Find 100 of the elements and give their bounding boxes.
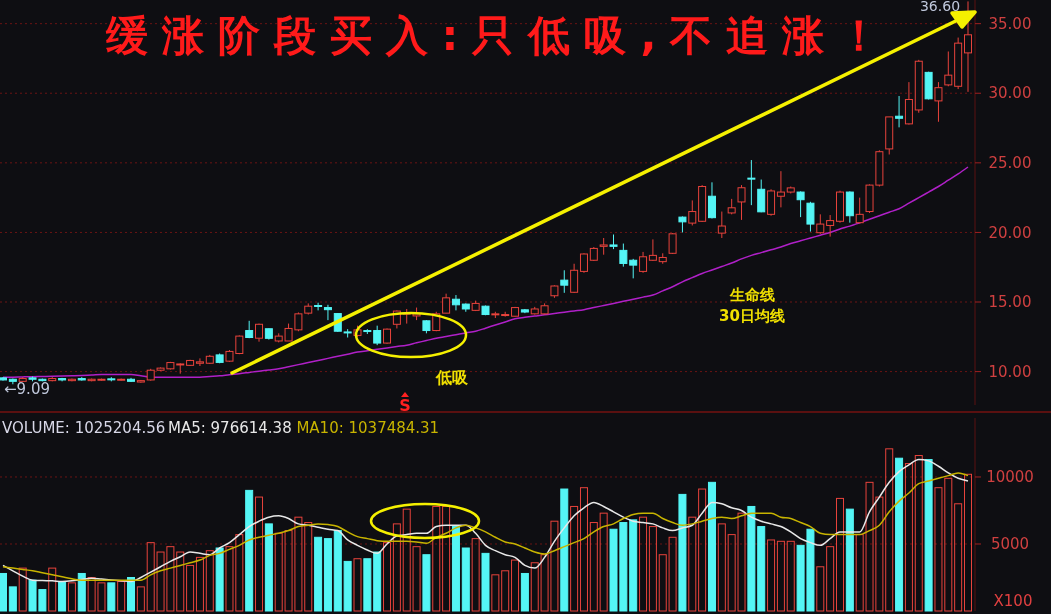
bar — [560, 488, 569, 612]
bar — [717, 523, 726, 612]
bar — [363, 558, 372, 612]
bar — [678, 493, 687, 612]
bar — [67, 582, 76, 612]
bar — [8, 586, 17, 612]
annotation: 生命线 — [728, 286, 775, 304]
candlestick — [796, 190, 805, 218]
bar — [255, 496, 264, 612]
chart-title: 缓涨阶段买入:只低吸,不追涨！ — [104, 11, 895, 60]
candlestick — [747, 159, 756, 206]
candlestick — [964, 0, 972, 93]
candlestick — [314, 302, 323, 311]
bar — [77, 572, 86, 612]
candlestick — [855, 197, 864, 224]
bar — [491, 574, 500, 612]
text: MA5: 976614.38 — [168, 419, 292, 437]
bar — [442, 505, 451, 612]
bar — [205, 550, 214, 612]
annotation: 低吸 — [435, 368, 469, 387]
bar — [786, 540, 795, 612]
y-tick-label: 35.00 — [988, 14, 1032, 33]
bar — [520, 572, 529, 612]
bar — [481, 552, 490, 612]
bar — [18, 567, 27, 612]
bar — [471, 538, 480, 612]
bar — [826, 546, 835, 612]
bar — [707, 481, 716, 612]
candlestick — [895, 95, 904, 128]
bar — [904, 463, 913, 612]
text: MA10: 1037484.31 — [296, 419, 440, 437]
annotation: VOLUME: 1025204.56 — [2, 419, 166, 437]
candlestick — [570, 263, 579, 294]
bar — [58, 581, 67, 612]
y-tick-label: 25.00 — [988, 154, 1032, 173]
bar — [186, 564, 195, 612]
bar — [924, 459, 933, 612]
candlestick — [451, 294, 460, 311]
candlestick — [442, 293, 451, 314]
bar — [570, 505, 579, 612]
y-tick-label: 10000 — [986, 468, 1034, 487]
bar — [451, 526, 460, 612]
bar — [323, 538, 332, 612]
bar — [501, 570, 510, 612]
bar — [314, 536, 323, 612]
bar — [422, 554, 431, 612]
y-tick-label: 15.00 — [988, 293, 1032, 312]
candlestick — [826, 214, 835, 238]
candlestick — [717, 211, 726, 239]
candlestick — [560, 269, 569, 294]
bar — [461, 547, 470, 612]
bar — [816, 566, 825, 612]
y-tick-label: 20.00 — [988, 223, 1032, 242]
annotation: S — [399, 396, 411, 415]
candlestick — [737, 184, 746, 221]
bar — [383, 542, 392, 612]
annotation: 30日均线 — [719, 307, 785, 325]
bar — [895, 457, 904, 612]
bar — [776, 540, 785, 612]
candlestick — [373, 325, 382, 346]
annotation: 36.60 — [919, 0, 961, 14]
candlestick — [648, 238, 657, 262]
candlestick — [323, 304, 332, 321]
text: X100 — [993, 592, 1033, 610]
bar — [0, 572, 7, 612]
y-tick-label: 5000 — [990, 535, 1030, 554]
bar — [767, 539, 776, 612]
y-tick-label: 30.00 — [988, 84, 1032, 103]
candlestick — [195, 357, 204, 367]
bar — [245, 489, 254, 612]
bar — [215, 547, 224, 612]
candlestick — [579, 252, 588, 274]
candlestick — [816, 213, 825, 235]
candlestick — [688, 199, 697, 226]
candlestick — [944, 50, 953, 87]
candlestick — [668, 232, 677, 255]
bar — [589, 522, 598, 612]
bar — [639, 516, 648, 612]
candlestick — [707, 181, 716, 220]
bar — [373, 551, 382, 612]
bar — [914, 455, 923, 612]
bar — [127, 576, 136, 612]
bar — [688, 516, 697, 612]
bar — [954, 503, 963, 612]
y-tick-label: 10.00 — [988, 362, 1032, 381]
candlestick — [845, 190, 854, 224]
bar — [648, 526, 657, 612]
bar — [264, 523, 273, 612]
bar — [964, 473, 972, 612]
bar — [599, 512, 608, 612]
candlestick — [767, 188, 776, 217]
bar — [698, 488, 707, 612]
candlestick — [934, 81, 943, 123]
bar — [579, 487, 588, 612]
bar — [136, 586, 145, 612]
bar — [353, 558, 362, 612]
bar — [48, 567, 57, 612]
bar — [392, 523, 401, 612]
bar — [511, 559, 520, 612]
bar — [195, 556, 204, 612]
